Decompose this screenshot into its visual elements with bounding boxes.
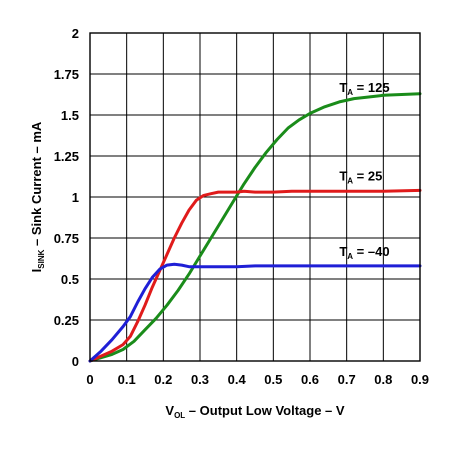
x-axis-label: VOL – Output Low Voltage – V <box>165 403 344 420</box>
series-label-ta-125: TA = 125 <box>339 80 389 97</box>
x-tick-label: 0.9 <box>411 372 429 387</box>
series-line-ta-25 <box>88 188 422 363</box>
y-tick-label: 1 <box>72 190 79 205</box>
x-tick-labels: 0 0.1 0.2 0.3 0.4 0.5 0.6 0.7 0.8 0.9 <box>86 372 429 387</box>
y-tick-label: 0.25 <box>54 313 79 328</box>
x-tick-label: 0.2 <box>154 372 172 387</box>
x-tick-label: 0.5 <box>264 372 282 387</box>
y-tick-label: 0 <box>72 354 79 369</box>
y-tick-labels: 0 0.25 0.5 0.75 1 1.25 1.5 1.75 2 <box>54 26 79 369</box>
y-tick-label: 2 <box>72 26 79 41</box>
y-tick-label: 0.5 <box>61 272 79 287</box>
y-tick-label: 1.75 <box>54 67 79 82</box>
x-tick-label: 0.7 <box>338 372 356 387</box>
y-axis-label: ISINK – Sink Current – mA <box>29 121 46 272</box>
y-tick-label: 1.25 <box>54 149 79 164</box>
x-tick-label: 0.4 <box>228 372 247 387</box>
y-tick-label: 1.5 <box>61 108 79 123</box>
series-lines <box>88 92 422 363</box>
series-line-ta-minus-40 <box>88 262 422 363</box>
series-labels: TA = 125 TA = 25 TA = –40 <box>339 80 389 261</box>
series-label-ta-minus-40: TA = –40 <box>339 244 389 261</box>
x-tick-label: 0.6 <box>301 372 319 387</box>
x-tick-label: 0 <box>86 372 93 387</box>
y-tick-label: 0.75 <box>54 231 79 246</box>
x-tick-label: 0.1 <box>118 372 136 387</box>
x-tick-label: 0.3 <box>191 372 209 387</box>
x-tick-label: 0.8 <box>374 372 392 387</box>
series-label-ta-25: TA = 25 <box>339 169 382 186</box>
plot-frame <box>89 32 421 362</box>
